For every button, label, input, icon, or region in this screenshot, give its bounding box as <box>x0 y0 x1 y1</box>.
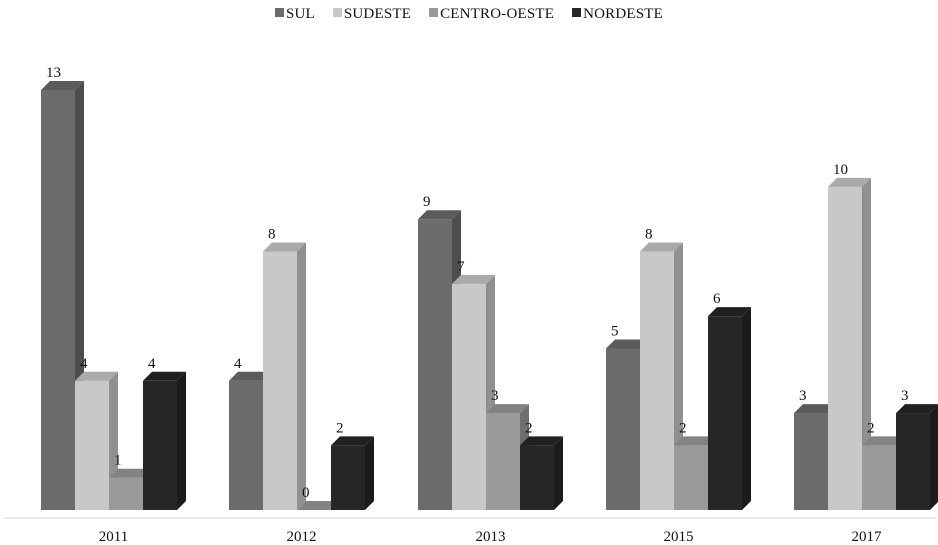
bar-sudeste-2015 <box>640 251 674 511</box>
bar-centro-oeste-2011 <box>109 477 143 510</box>
bar-top-nordeste-2011 <box>143 371 186 381</box>
data-label-nordeste-2013: 2 <box>525 420 533 436</box>
bar-top-nordeste-2015 <box>708 307 751 317</box>
x-tick-label-2017: 2017 <box>852 529 883 545</box>
bar-top-centro-oeste-2012 <box>297 501 340 510</box>
bar-nordeste-2017 <box>896 413 930 510</box>
data-label-centro-oeste-2015: 2 <box>679 420 687 436</box>
x-tick-label-2015: 2015 <box>664 529 694 545</box>
legend-label-centro-oeste: CENTRO-OESTE <box>440 6 555 22</box>
bar-top-nordeste-2013 <box>520 436 563 446</box>
bar-sul-2017 <box>794 413 828 510</box>
bar-centro-oeste-2017 <box>862 445 896 510</box>
bar-sul-2011 <box>41 90 75 510</box>
bar-side-sudeste-2012 <box>297 242 306 511</box>
bar-top-sudeste-2015 <box>640 242 683 252</box>
bar-side-nordeste-2017 <box>930 405 938 510</box>
legend-item-centro-oeste: CENTRO-OESTE <box>429 6 554 23</box>
bar-nordeste-2012 <box>331 445 365 510</box>
x-tick-label-2012: 2012 <box>287 529 317 545</box>
bar-side-nordeste-2012 <box>365 436 374 510</box>
bar-top-centro-oeste-2013 <box>486 404 529 414</box>
legend-label-sudeste: SUDESTE <box>343 6 412 22</box>
bar-side-sudeste-2017 <box>862 177 871 510</box>
x-tick-label-2013: 2013 <box>476 529 506 545</box>
legend-swatch-sudeste <box>332 8 342 17</box>
bar-sudeste-2013 <box>452 283 486 510</box>
bar-top-sul-2011 <box>41 81 84 90</box>
bar-nordeste-2015 <box>708 316 742 510</box>
legend: SUL SUDESTE CENTRO-OESTE NORDESTE <box>0 6 938 23</box>
bar-side-nordeste-2015 <box>742 307 751 510</box>
bar-top-sudeste-2011 <box>75 371 118 381</box>
bar-top-nordeste-2017 <box>896 404 938 414</box>
bar-top-nordeste-2012 <box>331 436 374 446</box>
legend-label-nordeste: NORDESTE <box>583 6 664 22</box>
bar-sudeste-2017 <box>828 186 862 510</box>
legend-swatch-sul <box>274 8 284 17</box>
data-label-nordeste-2011: 4 <box>148 356 156 372</box>
bar-side-nordeste-2011 <box>177 371 186 510</box>
bar-sudeste-2011 <box>75 380 109 510</box>
bar-top-sul-2015 <box>606 339 649 349</box>
bar-sul-2012 <box>229 380 263 510</box>
bar-top-centro-oeste-2015 <box>674 436 717 446</box>
legend-label-sul: SUL <box>285 6 315 22</box>
data-label-sul-2013: 9 <box>423 194 431 210</box>
legend-item-sul: SUL <box>274 6 315 23</box>
data-label-sudeste-2015: 8 <box>645 227 653 243</box>
bar-top-centro-oeste-2011 <box>109 468 152 478</box>
data-label-sul-2011: 13 <box>46 65 61 81</box>
data-label-centro-oeste-2017: 2 <box>867 420 875 436</box>
legend-item-sudeste: SUDESTE <box>332 6 412 23</box>
data-label-nordeste-2012: 2 <box>336 420 344 436</box>
bar-top-centro-oeste-2017 <box>862 436 905 446</box>
bar-top-sul-2013 <box>418 210 461 220</box>
data-label-sul-2012: 4 <box>234 356 242 372</box>
legend-swatch-nordeste <box>572 8 582 17</box>
bar-side-nordeste-2013 <box>554 436 563 510</box>
legend-item-nordeste: NORDESTE <box>572 6 663 23</box>
bar-top-sudeste-2012 <box>263 242 306 252</box>
bar-top-sudeste-2017 <box>828 177 871 187</box>
data-label-centro-oeste-2011: 1 <box>114 453 122 469</box>
data-label-sudeste-2012: 8 <box>268 227 276 243</box>
data-label-sudeste-2013: 7 <box>457 259 465 275</box>
bar-centro-oeste-2015 <box>674 445 708 510</box>
data-label-centro-oeste-2013: 3 <box>491 388 499 404</box>
bar-sul-2015 <box>606 348 640 510</box>
bar-top-sul-2017 <box>794 404 837 414</box>
data-label-nordeste-2015: 6 <box>713 291 721 307</box>
bar-sul-2013 <box>418 219 452 510</box>
data-label-sul-2015: 5 <box>611 323 619 339</box>
legend-swatch-centro-oeste <box>429 8 439 17</box>
data-label-nordeste-2017: 3 <box>901 388 909 404</box>
bar-top-sudeste-2013 <box>452 274 495 284</box>
bar-sudeste-2012 <box>263 251 297 511</box>
data-label-sudeste-2017: 10 <box>833 162 848 178</box>
bar-nordeste-2013 <box>520 445 554 510</box>
bar-centro-oeste-2013 <box>486 413 520 510</box>
bar-top-sul-2012 <box>229 371 272 381</box>
data-label-sul-2017: 3 <box>799 388 807 404</box>
data-label-sudeste-2011: 4 <box>80 356 88 372</box>
data-label-centro-oeste-2012: 0 <box>302 485 310 501</box>
bar-nordeste-2011 <box>143 380 177 510</box>
x-tick-label-2011: 2011 <box>99 529 128 545</box>
